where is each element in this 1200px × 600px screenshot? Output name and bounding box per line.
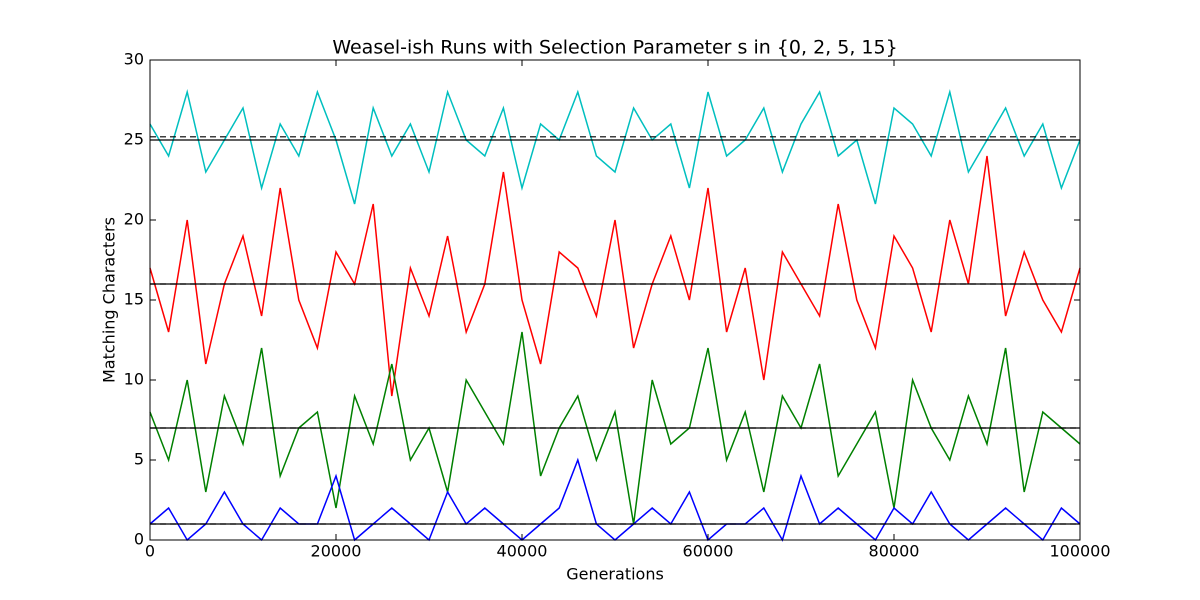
x-axis-label: Generations	[566, 565, 664, 584]
y-tick-label: 5	[134, 450, 144, 469]
x-tick-label: 80000	[869, 542, 920, 561]
x-tick-label: 20000	[311, 542, 362, 561]
y-tick-label: 0	[134, 530, 144, 549]
y-tick-label: 25	[124, 130, 144, 149]
chart-title: Weasel-ish Runs with Selection Parameter…	[332, 37, 897, 59]
x-tick-label: 0	[145, 542, 155, 561]
plot-frame	[149, 59, 1081, 541]
series-line	[149, 89, 1081, 205]
x-tick-label: 60000	[683, 542, 734, 561]
y-tick-label: 10	[124, 370, 144, 389]
y-tick-label: 20	[124, 210, 144, 229]
x-tick-label: 100000	[1049, 542, 1110, 561]
y-tick-label: 15	[124, 290, 144, 309]
x-tick-label: 40000	[497, 542, 548, 561]
series-line	[149, 155, 1081, 397]
series-line	[149, 331, 1081, 525]
y-axis-label: Matching Characters	[100, 217, 119, 383]
y-tick-label: 30	[124, 50, 144, 69]
series-line	[149, 457, 1081, 542]
